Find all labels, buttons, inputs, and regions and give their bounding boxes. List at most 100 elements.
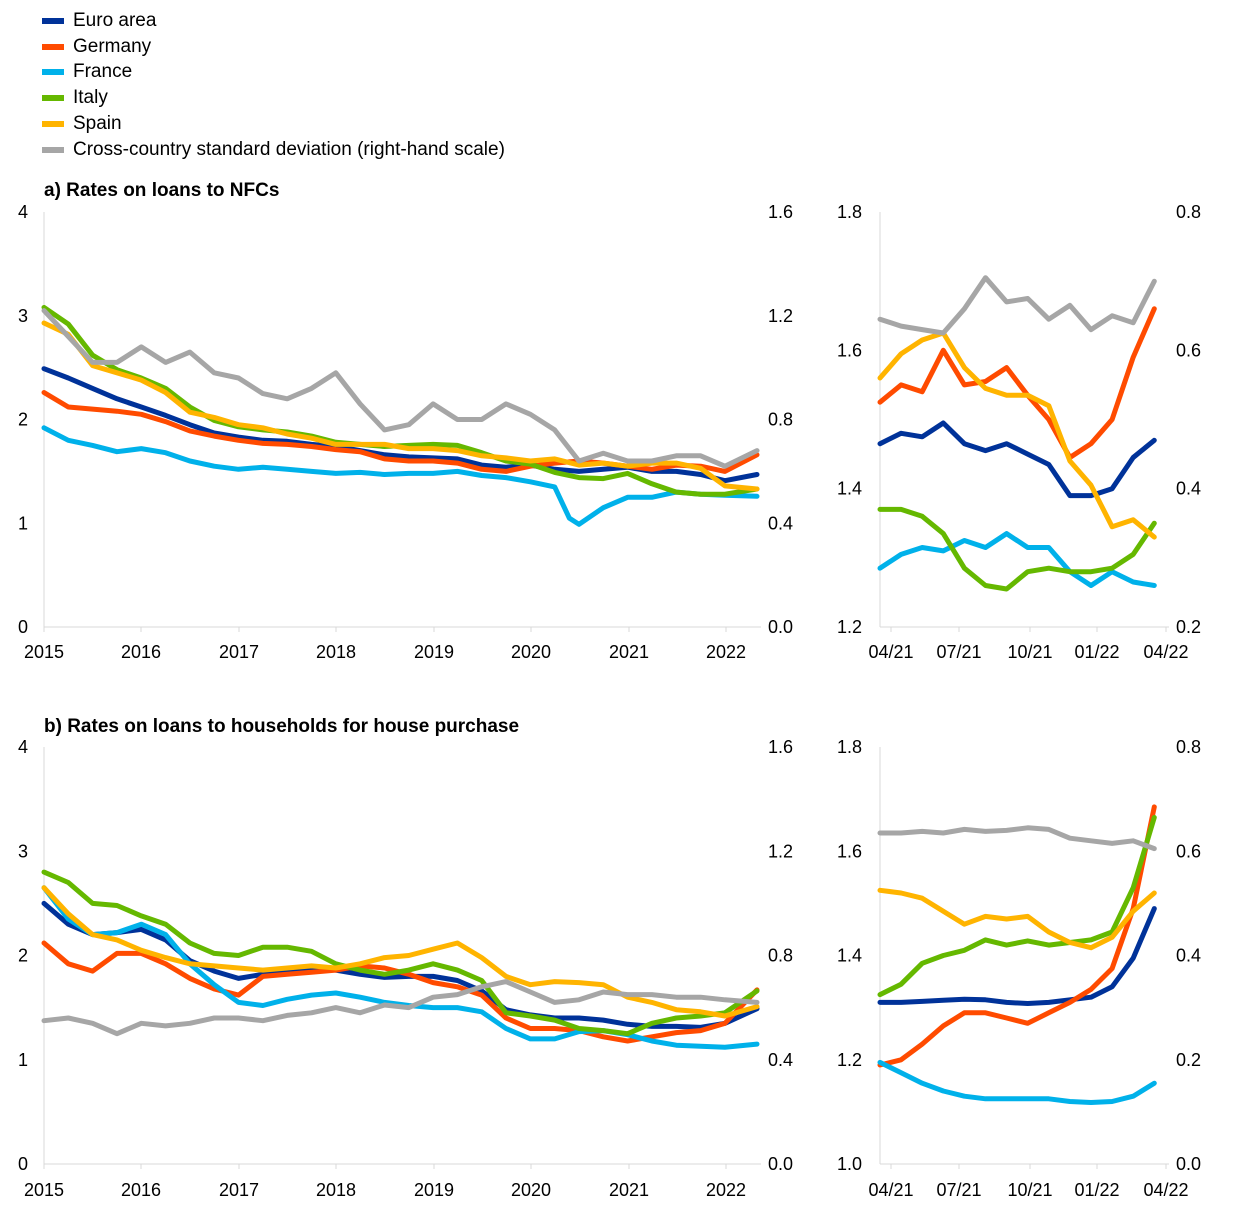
right-tick-label: 0.4 <box>768 513 793 533</box>
right-tick-label: 0.2 <box>1176 617 1201 637</box>
right-tick-label: 0.0 <box>768 617 793 637</box>
legend-item-std-dev: Cross-country standard deviation (right-… <box>42 137 505 163</box>
right-tick-label: 1.6 <box>768 202 793 222</box>
left-tick-label: 1 <box>18 513 28 533</box>
legend-label: Italy <box>73 87 108 109</box>
series-line-euro-area <box>41 900 760 1030</box>
series-line-france <box>41 425 760 527</box>
right-tick-label: 1.6 <box>768 737 793 757</box>
x-tick-label: 01/22 <box>1074 1180 1119 1200</box>
left-tick-label: 4 <box>18 737 28 757</box>
right-tick-label: 0.2 <box>1176 1050 1201 1070</box>
x-tick-label: 04/21 <box>868 1180 913 1200</box>
left-tick-label: 1.8 <box>837 737 862 757</box>
series-line-germany <box>877 306 1157 460</box>
series-line-cross-country-standard-deviation-right-hand-scale <box>41 979 760 1037</box>
right-tick-label: 0.4 <box>1176 946 1201 966</box>
left-tick-label: 1.8 <box>837 202 862 222</box>
x-tick-label: 2015 <box>24 642 64 662</box>
series-line-france <box>877 1059 1157 1105</box>
left-tick-label: 0 <box>18 1154 28 1174</box>
x-tick-label: 04/22 <box>1143 1180 1188 1200</box>
legend-label: Euro area <box>73 9 157 31</box>
legend: Euro area Germany France Italy Spain Cro… <box>42 8 505 163</box>
x-tick-label: 2021 <box>609 642 649 662</box>
left-tick-label: 3 <box>18 841 28 861</box>
panel-a-title: a) Rates on loans to NFCs <box>44 180 280 201</box>
series-line-italy <box>877 506 1157 592</box>
x-tick-label: 2020 <box>511 642 551 662</box>
left-tick-label: 1.2 <box>837 617 862 637</box>
x-tick-label: 10/21 <box>1007 642 1052 662</box>
x-tick-label: 10/21 <box>1007 1180 1052 1200</box>
legend-label: France <box>73 61 133 83</box>
x-tick-label: 2019 <box>414 1180 454 1200</box>
right-tick-label: 0.0 <box>768 1154 793 1174</box>
series-line-spain <box>877 887 1157 951</box>
left-tick-label: 1 <box>18 1050 28 1070</box>
x-tick-label: 2016 <box>121 642 161 662</box>
legend-label: Spain <box>73 113 122 135</box>
x-tick-label: 01/22 <box>1074 642 1119 662</box>
right-tick-label: 0.0 <box>1176 1154 1201 1174</box>
right-tick-label: 0.6 <box>1176 340 1201 360</box>
legend-swatch <box>42 17 64 24</box>
legend-swatch <box>42 121 64 128</box>
x-tick-label: 2022 <box>706 642 746 662</box>
series-line-spain <box>41 885 760 1019</box>
left-tick-label: 2 <box>18 946 28 966</box>
x-tick-label: 2021 <box>609 1180 649 1200</box>
legend-item-spain: Spain <box>42 111 505 137</box>
panel-b-title: b) Rates on loans to households for hous… <box>44 716 520 737</box>
right-tick-label: 0.4 <box>1176 479 1201 499</box>
legend-label: Cross-country standard deviation (right-… <box>73 138 505 160</box>
left-tick-label: 1.4 <box>837 479 862 499</box>
left-tick-label: 1.6 <box>837 841 862 861</box>
right-tick-label: 0.8 <box>1176 737 1201 757</box>
x-tick-label: 2020 <box>511 1180 551 1200</box>
right-tick-label: 0.8 <box>1176 202 1201 222</box>
x-tick-label: 2017 <box>219 1180 259 1200</box>
series-line-euro-area <box>877 420 1157 499</box>
series-line-germany <box>877 804 1157 1068</box>
left-tick-label: 1.4 <box>837 946 862 966</box>
right-tick-label: 1.2 <box>768 306 793 326</box>
series-line-italy <box>41 869 760 1037</box>
legend-item-germany: Germany <box>42 34 505 60</box>
series-line-euro-area <box>877 906 1157 1006</box>
series-line-cross-country-standard-deviation-right-hand-scale <box>41 308 760 469</box>
series-line-italy <box>41 304 760 497</box>
right-tick-label: 0.4 <box>768 1050 793 1070</box>
right-tick-label: 0.6 <box>1176 841 1201 861</box>
x-tick-label: 2018 <box>316 642 356 662</box>
series-line-cross-country-standard-deviation-right-hand-scale <box>877 825 1157 852</box>
right-tick-label: 1.2 <box>768 841 793 861</box>
series-line-cross-country-standard-deviation-right-hand-scale <box>877 275 1157 336</box>
legend-item-italy: Italy <box>42 85 505 111</box>
left-tick-label: 1.2 <box>837 1050 862 1070</box>
x-tick-label: 04/21 <box>868 642 913 662</box>
series-line-spain <box>41 320 760 492</box>
legend-swatch <box>42 95 64 102</box>
x-tick-label: 2017 <box>219 642 259 662</box>
legend-label: Germany <box>73 35 152 57</box>
legend-swatch <box>42 69 64 76</box>
legend-swatch <box>42 43 64 50</box>
series-line-spain <box>877 330 1157 540</box>
legend-item-euro-area: Euro area <box>42 8 505 34</box>
x-tick-label: 07/21 <box>936 642 981 662</box>
left-tick-label: 3 <box>18 306 28 326</box>
x-tick-label: 04/22 <box>1143 642 1188 662</box>
x-tick-label: 07/21 <box>936 1180 981 1200</box>
right-tick-label: 0.8 <box>768 410 793 430</box>
x-tick-label: 2022 <box>706 1180 746 1200</box>
left-tick-label: 1.6 <box>837 340 862 360</box>
x-tick-label: 2018 <box>316 1180 356 1200</box>
series-line-italy <box>877 814 1157 998</box>
right-tick-label: 0.8 <box>768 946 793 966</box>
left-tick-label: 4 <box>18 202 28 222</box>
series-line-france <box>877 531 1157 588</box>
legend-item-france: France <box>42 60 505 86</box>
left-tick-label: 0 <box>18 617 28 637</box>
